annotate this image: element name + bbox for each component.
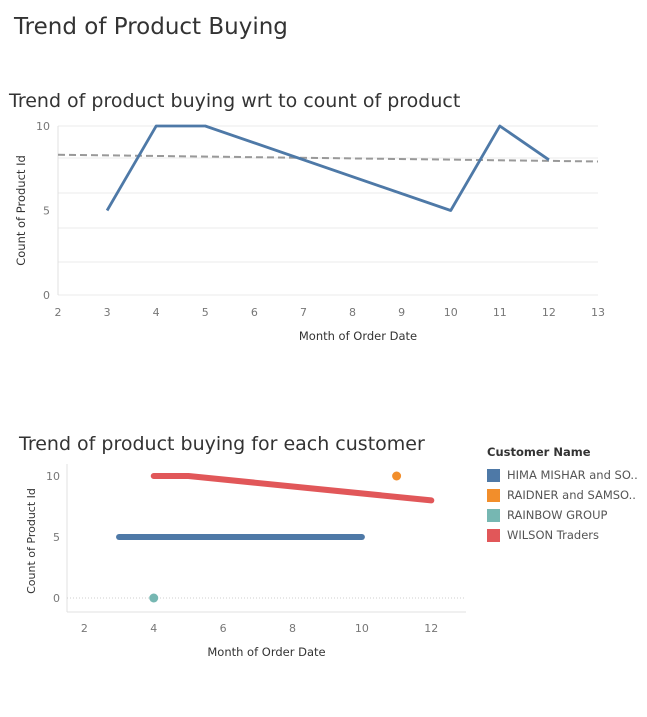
legend-item-raidner-samso[interactable]: RAIDNER and SAMSO.. xyxy=(487,485,647,505)
x-tick-label: 4 xyxy=(153,306,160,319)
series-point-raidner-and-samso xyxy=(392,471,402,481)
customer-legend: Customer Name HIMA MISHAR and SO.. RAIDN… xyxy=(487,445,647,545)
x-tick-label: 7 xyxy=(300,306,307,319)
x-tick-label: 10 xyxy=(444,306,458,319)
x-tick-label: 2 xyxy=(81,622,88,635)
legend-swatch xyxy=(487,508,500,522)
y-tick-label: 0 xyxy=(43,289,50,302)
y-tick-label: 5 xyxy=(43,205,50,218)
legend-item-hima-mishar[interactable]: HIMA MISHAR and SO.. xyxy=(487,465,647,485)
chart-1-title: Trend of product buying wrt to count of … xyxy=(9,90,461,112)
legend-label: HIMA MISHAR and SO.. xyxy=(507,468,638,482)
x-tick-label: 6 xyxy=(251,306,258,319)
x-tick-label: 10 xyxy=(355,622,369,635)
y-tick-label: 5 xyxy=(53,531,60,544)
legend-label: RAIDNER and SAMSO.. xyxy=(507,488,636,502)
x-tick-label: 12 xyxy=(424,622,438,635)
legend-item-wilson-traders[interactable]: WILSON Traders xyxy=(487,525,647,545)
x-tick-label: 5 xyxy=(202,306,209,319)
x-axis-title: Month of Order Date xyxy=(207,645,325,659)
legend-swatch xyxy=(487,488,500,502)
chart-2-plot[interactable]: 0 5 10 2 4 6 8 10 12 Month of Order Date Count of … xyxy=(0,462,480,667)
legend-swatch xyxy=(487,528,500,542)
legend-swatch xyxy=(487,468,500,482)
x-tick-label: 8 xyxy=(289,622,296,635)
series-line-wilson-traders xyxy=(150,473,435,504)
x-tick-label: 4 xyxy=(150,622,157,635)
trend-line xyxy=(57,153,599,163)
x-tick-label: 2 xyxy=(55,306,62,319)
x-tick-label: 8 xyxy=(349,306,356,319)
x-tick-label: 9 xyxy=(398,306,405,319)
legend-item-rainbow-group[interactable]: RAINBOW GROUP xyxy=(487,505,647,525)
y-tick-label: 0 xyxy=(53,592,60,605)
legend-label: RAINBOW GROUP xyxy=(507,508,608,522)
x-tick-label: 13 xyxy=(591,306,605,319)
dashboard-title: Trend of Product Buying xyxy=(14,14,288,40)
y-tick-label: 10 xyxy=(46,470,60,483)
legend-label: WILSON Traders xyxy=(507,528,599,542)
series-line-count-of-product xyxy=(105,124,550,212)
x-tick-label: 11 xyxy=(493,306,507,319)
series-point-rainbow-group xyxy=(149,593,159,603)
x-axis-title: Month of Order Date xyxy=(299,329,417,343)
y-axis-title: Count of Product Id xyxy=(14,155,28,266)
y-axis-title: Count of Product Id xyxy=(25,488,38,594)
y-tick-label: 10 xyxy=(36,120,50,133)
chart-1-plot[interactable]: 0 5 10 2 3 4 5 6 7 8 9 10 11 12 13 Month of Order Date C… xyxy=(0,118,620,350)
chart-2-title: Trend of product buying for each custome… xyxy=(19,433,425,455)
legend-title: Customer Name xyxy=(487,445,591,459)
x-tick-label: 12 xyxy=(542,306,556,319)
x-tick-label: 3 xyxy=(104,306,111,319)
x-tick-label: 6 xyxy=(220,622,227,635)
